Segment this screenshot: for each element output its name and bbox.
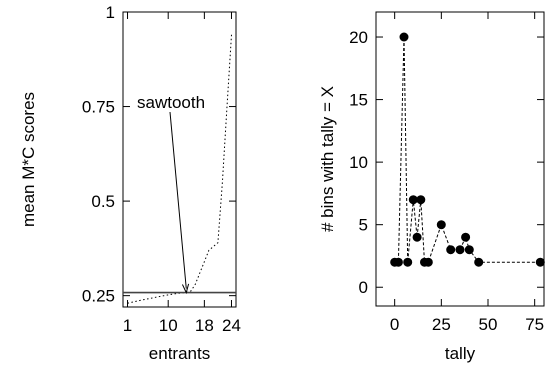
plot-frame bbox=[122, 11, 237, 308]
sawtooth-arrow-head bbox=[181, 283, 190, 295]
tally-point bbox=[474, 257, 484, 267]
y-tick-label: 0.5 bbox=[91, 192, 115, 211]
sawtooth-arrow bbox=[169, 111, 187, 289]
y-tick-label: 10 bbox=[349, 153, 368, 172]
tally-point bbox=[436, 220, 446, 230]
x-axis-label: entrants bbox=[149, 344, 210, 363]
y-axis-label: mean M*C scores bbox=[19, 92, 38, 227]
y-tick-label: 20 bbox=[349, 28, 368, 47]
x-tick-label: 1 bbox=[123, 316, 132, 335]
x-tick-label: 18 bbox=[195, 316, 214, 335]
y-tick-label: 0.75 bbox=[82, 98, 115, 117]
left-panel: 0.25 0.5 0.75 1 1 10 18 24 sawtooth entrants mean … bbox=[19, 3, 241, 363]
mean-score-line bbox=[127, 34, 232, 304]
tally-point bbox=[446, 245, 456, 255]
y-tick-label: 0.25 bbox=[82, 287, 115, 306]
plot-frame bbox=[375, 11, 545, 307]
tally-point bbox=[403, 257, 413, 267]
tally-point bbox=[535, 257, 545, 267]
tally-point bbox=[464, 245, 474, 255]
x-tick-label: 25 bbox=[432, 315, 451, 334]
tally-point bbox=[423, 257, 433, 267]
x-tick-label: 50 bbox=[479, 315, 498, 334]
tally-point bbox=[399, 32, 409, 42]
tally-point bbox=[393, 257, 403, 267]
tally-point bbox=[461, 232, 471, 242]
y-tick-label: 15 bbox=[349, 91, 368, 110]
sawtooth-label: sawtooth bbox=[137, 93, 205, 112]
x-tick-label: 0 bbox=[390, 315, 399, 334]
tally-point bbox=[455, 245, 465, 255]
right-panel: 0 5 10 15 20 0 25 50 75 tally # bins with tally = … bbox=[318, 11, 545, 363]
x-axis-label: tally bbox=[445, 344, 476, 363]
x-tick-label: 75 bbox=[525, 315, 544, 334]
y-tick-label: 5 bbox=[359, 216, 368, 235]
y-axis-label: # bins with tally = X bbox=[318, 86, 337, 232]
tally-connector bbox=[394, 36, 541, 263]
tally-point bbox=[408, 195, 418, 205]
x-tick-label: 10 bbox=[159, 316, 178, 335]
x-tick-label: 24 bbox=[222, 316, 241, 335]
y-tick-label: 1 bbox=[106, 3, 115, 22]
tally-point bbox=[416, 195, 426, 205]
tally-point bbox=[412, 232, 422, 242]
y-tick-label: 0 bbox=[359, 278, 368, 297]
